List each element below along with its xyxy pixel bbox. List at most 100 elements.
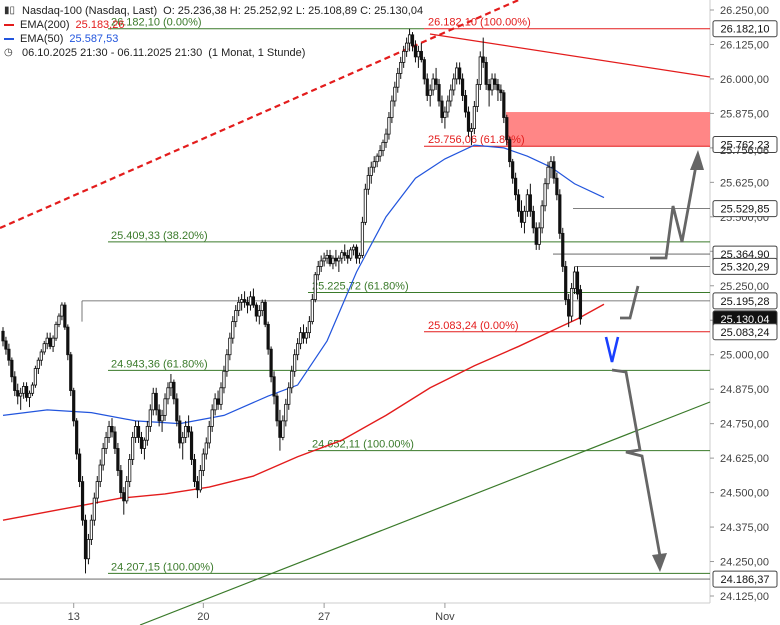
candle-body (163, 398, 167, 416)
y-tick-label: 25.875,00 (720, 108, 769, 120)
candle-body (45, 337, 49, 345)
candle (251, 288, 256, 308)
candle-body (304, 332, 309, 339)
candle (192, 453, 197, 488)
price-tag-text: 25.195,28 (721, 296, 770, 308)
candle-body (478, 56, 482, 85)
y-tick-label: 26.125,00 (720, 39, 769, 51)
candle (163, 393, 167, 421)
candle-body (298, 332, 303, 345)
candle-body (234, 310, 238, 323)
candle-body (531, 210, 535, 229)
candle-body (434, 78, 438, 85)
candle-body (354, 246, 359, 259)
candle-body (390, 100, 394, 118)
candle-body (528, 194, 532, 212)
candle (381, 139, 385, 157)
candle (216, 390, 220, 410)
candle (499, 84, 503, 102)
x-tick-label: 20 (197, 611, 209, 623)
candle-body (119, 470, 123, 493)
candle (172, 379, 176, 405)
candle (522, 205, 527, 234)
candle-body (284, 403, 288, 422)
y-tick-label: 24.875,00 (720, 384, 769, 396)
candle-body (346, 255, 350, 259)
candle (237, 296, 241, 317)
candle-body (278, 420, 282, 438)
y-tick-label: 25.000,00 (720, 350, 769, 362)
candle (578, 284, 583, 325)
candle (387, 112, 391, 140)
candle (543, 178, 547, 212)
y-tick-label: 25.625,00 (720, 177, 769, 189)
candle (101, 442, 105, 471)
candle (195, 476, 200, 499)
projection-up-path (620, 285, 640, 320)
candle-body (522, 210, 527, 223)
candle (157, 404, 161, 427)
price-tag-box (712, 323, 778, 341)
candle (455, 62, 459, 85)
candle-body (60, 304, 64, 317)
candle (337, 255, 341, 272)
ema200-line (2, 303, 605, 521)
candle (443, 106, 447, 129)
price-tag: 25.195,28 (712, 292, 778, 310)
candle-body (564, 266, 568, 300)
candle (572, 266, 577, 295)
candle-body (257, 310, 261, 317)
candle (301, 324, 306, 344)
candle (201, 448, 205, 477)
candle (402, 45, 406, 68)
candle (481, 37, 485, 68)
candle-body (307, 321, 311, 334)
candle-body (228, 337, 232, 356)
candle-body (449, 89, 453, 102)
candle-body (413, 45, 418, 58)
y-tick-label: 24.250,00 (720, 557, 769, 569)
candle-body (181, 437, 185, 444)
candle-body (113, 431, 117, 449)
candle (354, 244, 359, 264)
price-tag-text: 25.529,85 (721, 204, 770, 216)
candle (284, 398, 288, 427)
candle-body (431, 78, 435, 91)
candle (569, 283, 574, 322)
candle-body (19, 392, 23, 397)
price-tag-box (712, 200, 778, 218)
candle-body (537, 227, 541, 245)
candle (493, 73, 497, 90)
fib-level-label: 26.182,10 (0.00%) (111, 17, 202, 29)
candle (187, 415, 191, 438)
ema200-swatch (4, 24, 14, 26)
candle (72, 387, 76, 427)
candle (340, 249, 344, 264)
fib-level-label: 26.182,10 (100.00%) (428, 17, 531, 29)
candle-body (116, 448, 120, 471)
candle-body (184, 426, 188, 438)
candle-body (240, 299, 244, 303)
candle (19, 387, 23, 410)
price-tag-text: 25.756,06 (720, 145, 769, 157)
y-tick-label: 26.250,00 (720, 5, 769, 17)
fib-level-label: 25.756,06 (61.80%) (428, 134, 525, 146)
candle (346, 249, 350, 264)
candle (181, 431, 185, 460)
candle (564, 260, 568, 306)
candle-body (48, 337, 52, 347)
candle (472, 101, 476, 135)
candle (142, 437, 147, 460)
candle (496, 78, 500, 102)
candle (160, 409, 164, 432)
candle (316, 260, 320, 281)
candle (254, 302, 258, 322)
candle-body (66, 326, 70, 356)
candle-body (410, 34, 415, 47)
candle-body (89, 519, 93, 540)
legend-interval: (1 Monat, 1 Stunde) (208, 47, 306, 59)
candle (463, 89, 468, 118)
candle (69, 351, 73, 397)
candle (13, 371, 17, 397)
